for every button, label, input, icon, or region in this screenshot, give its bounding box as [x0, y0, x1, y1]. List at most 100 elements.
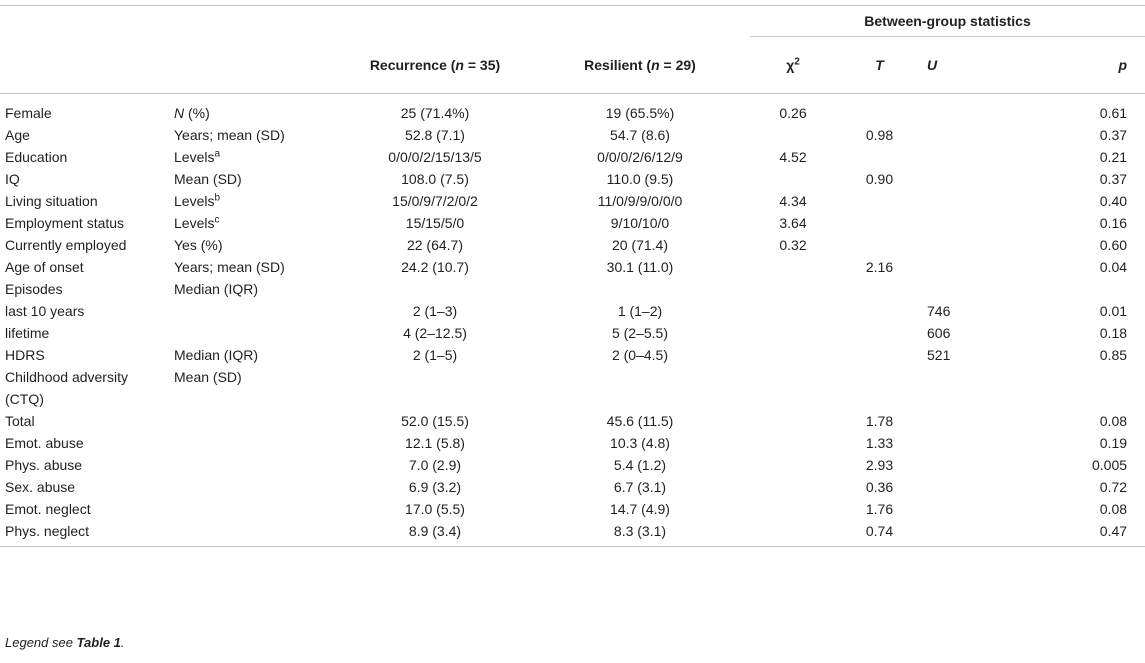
cell-resilient: 54.7 (8.6)	[610, 127, 670, 143]
cell-chi-square: 3.64	[779, 215, 807, 231]
table-row: Employment status Levelsc 15/15/5/0 9/10/10…	[0, 212, 1145, 234]
table-row: last 10 years 2 (1–3) 1 (1–2) 746 0.01	[0, 300, 1145, 322]
cell-resilient: 14.7 (4.9)	[610, 501, 670, 517]
cell-recurrence: 25 (71.4%)	[400, 105, 470, 121]
cell-u	[923, 94, 1010, 125]
cell-chi-square	[750, 498, 836, 520]
cell-chi-square: 4.34	[779, 193, 807, 209]
cell-recurrence: 108.0 (7.5)	[401, 171, 469, 187]
cell-variable: last 10 years	[5, 303, 85, 319]
cell-unit: N (%)	[174, 105, 210, 121]
cell-u	[923, 278, 1010, 300]
cell-resilient: 5.4 (1.2)	[613, 457, 667, 473]
cell-resilient: 1 (1–2)	[617, 303, 663, 319]
cell-p: 0.61	[1099, 105, 1128, 121]
header-unit	[170, 36, 340, 94]
header-variable	[0, 36, 170, 94]
cell-u	[923, 124, 1010, 146]
header-p: p	[1010, 36, 1145, 94]
cell-chi-square	[750, 476, 836, 498]
cell-unit: Mean (SD)	[174, 171, 242, 187]
cell-unit	[170, 322, 340, 344]
cell-u	[923, 212, 1010, 234]
table-row: Sex. abuse 6.9 (3.2) 6.7 (3.1) 0.36 0.72	[0, 476, 1145, 498]
cell-resilient: 6.7 (3.1)	[613, 479, 667, 495]
cell-u	[923, 454, 1010, 476]
cell-unit	[170, 476, 340, 498]
header-chi-square: χ2	[750, 36, 836, 94]
cell-resilient: 10.3 (4.8)	[610, 435, 670, 451]
cell-variable: IQ	[5, 171, 20, 187]
cell-p: 0.47	[1010, 520, 1145, 547]
cell-p: 0.37	[1099, 171, 1128, 187]
cell-t	[836, 146, 923, 168]
cell-p: 0.21	[1099, 149, 1128, 165]
cell-recurrence: 52.0 (15.5)	[401, 413, 469, 429]
cell-u	[923, 256, 1010, 278]
cell-t: 2.16	[865, 259, 894, 275]
cell-recurrence	[340, 366, 530, 410]
cell-resilient: 19 (65.5%)	[605, 105, 675, 121]
cell-unit: Median (IQR)	[174, 281, 259, 297]
cell-resilient: 9/10/10/0	[610, 215, 670, 231]
cell-p: 0.01	[1099, 303, 1128, 319]
table-row: Currently employed Yes (%) 22 (64.7) 20 (71…	[0, 234, 1145, 256]
cell-u	[923, 146, 1010, 168]
table-row: IQ Mean (SD) 108.0 (7.5) 110.0 (9.5) 0.90 0.3…	[0, 168, 1145, 190]
cell-variable: HDRS	[5, 347, 45, 363]
cell-u	[923, 234, 1010, 256]
cell-t	[836, 190, 923, 212]
cell-chi-square	[750, 124, 836, 146]
cell-variable: Currently employed	[5, 237, 127, 253]
cell-chi-square	[750, 278, 836, 300]
cell-t	[836, 322, 923, 344]
cell-resilient: 0/0/0/2/6/12/9	[597, 149, 683, 165]
cell-t: 1.33	[865, 435, 894, 451]
table-row: Emot. abuse 12.1 (5.8) 10.3 (4.8) 1.33 0.19	[0, 432, 1145, 454]
header-recurrence: Recurrence (n = 35)	[340, 36, 530, 94]
cell-unit: Yes (%)	[174, 237, 223, 253]
header-row-columns: Recurrence (n = 35) Resilient (n = 29) χ…	[0, 36, 1145, 94]
cell-p: 0.72	[1099, 479, 1128, 495]
header-t: T	[836, 36, 923, 94]
cell-recurrence: 52.8 (7.1)	[405, 127, 465, 143]
cell-p	[1010, 366, 1145, 410]
cell-chi-square: 0.26	[779, 105, 807, 121]
cell-unit: Levelsb	[174, 192, 221, 209]
cell-t	[836, 300, 923, 322]
table-row: Childhood adversity (CTQ) Mean (SD)	[0, 366, 1145, 410]
cell-t	[836, 94, 923, 125]
cell-p: 0.04	[1099, 259, 1128, 275]
cell-recurrence: 24.2 (10.7)	[401, 259, 469, 275]
cell-u	[923, 432, 1010, 454]
cell-chi-square	[750, 410, 836, 432]
cell-recurrence: 0/0/0/2/15/13/5	[388, 149, 482, 165]
cell-p: 0.37	[1099, 127, 1128, 143]
table-row: Phys. neglect 8.9 (3.4) 8.3 (3.1) 0.74 0.47	[0, 520, 1145, 547]
cell-u	[923, 190, 1010, 212]
cell-variable: Age of onset	[5, 259, 84, 275]
table-row: Age of onset Years; mean (SD) 24.2 (10.7) 3…	[0, 256, 1145, 278]
cell-variable: Phys. neglect	[0, 520, 170, 547]
cell-unit	[170, 520, 340, 547]
group-header: Between-group statistics	[750, 5, 1145, 37]
cell-unit: Years; mean (SD)	[174, 259, 285, 275]
cell-unit: Mean (SD)	[174, 369, 242, 385]
cell-t: 0.90	[865, 171, 894, 187]
cell-p: 0.08	[1099, 501, 1128, 517]
cell-resilient: 8.3 (3.1)	[530, 520, 750, 547]
cell-recurrence: 22 (64.7)	[406, 237, 464, 253]
cell-chi-square	[750, 168, 836, 190]
cell-unit	[170, 300, 340, 322]
cell-recurrence: 15/15/5/0	[405, 215, 465, 231]
cell-u	[923, 498, 1010, 520]
cell-t	[836, 212, 923, 234]
cell-p: 0.85	[1099, 347, 1128, 363]
cell-p: 0.16	[1099, 215, 1128, 231]
table-row: Living situation Levelsb 15/0/9/7/2/0/2 11/…	[0, 190, 1145, 212]
cell-recurrence: 12.1 (5.8)	[405, 435, 465, 451]
cell-unit	[170, 498, 340, 520]
between-group-table: Between-group statistics Recurrence (n =…	[0, 5, 1145, 547]
cell-resilient	[530, 366, 750, 410]
